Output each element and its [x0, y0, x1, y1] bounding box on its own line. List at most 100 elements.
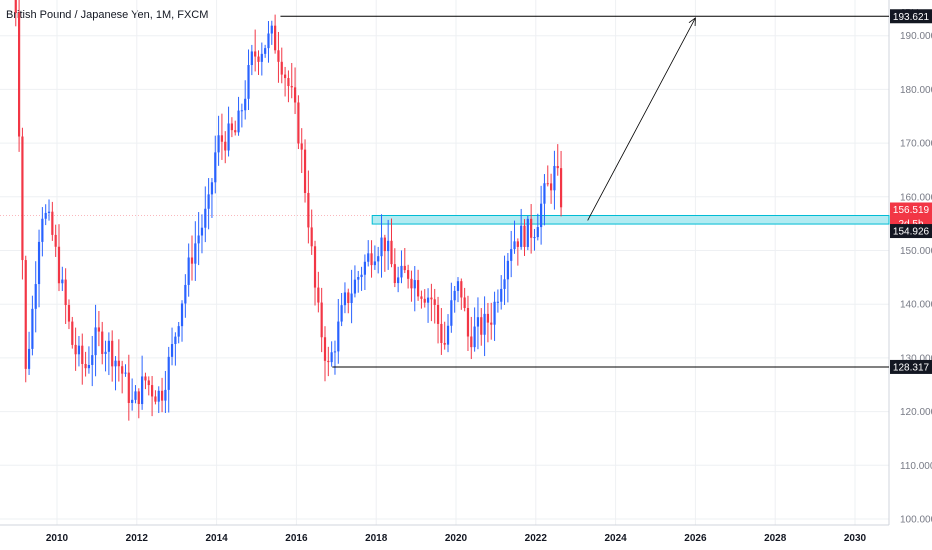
y-tick-label: 130.000: [900, 353, 932, 364]
candle-body: [426, 297, 430, 303]
candle-body: [343, 292, 347, 306]
candle-body: [194, 243, 197, 264]
current-price-tag: 156.519: [893, 205, 930, 216]
candle-body: [300, 143, 303, 150]
candle-body: [420, 296, 423, 299]
candle-body: [207, 194, 210, 209]
candle-body: [147, 380, 150, 386]
candle-body: [516, 241, 519, 247]
candle-body: [44, 212, 47, 219]
candle-body: [167, 356, 170, 390]
candle-body: [480, 317, 483, 335]
y-tick-label: 140.000: [900, 300, 932, 311]
candle-body: [303, 149, 307, 193]
candle-body: [121, 366, 124, 374]
candle-body: [47, 211, 51, 213]
candle-body: [144, 376, 147, 381]
candle-body: [493, 301, 496, 325]
x-tick-label: 2014: [205, 533, 228, 544]
candle-body: [14, 0, 17, 13]
candle-body: [197, 235, 200, 244]
candle-body: [330, 352, 333, 363]
candle-body: [154, 396, 157, 402]
candle-body: [267, 33, 270, 49]
projection-arrow: [587, 17, 696, 221]
candle-body: [280, 61, 283, 75]
candle-body: [274, 25, 277, 51]
candle-body: [237, 110, 240, 133]
candle-body: [187, 257, 190, 285]
candle-body: [283, 74, 287, 79]
level-price-tag-bg: [890, 9, 932, 24]
candle-body: [227, 123, 230, 151]
candle-body: [476, 317, 480, 327]
candle-body: [51, 211, 54, 235]
x-tick-label: 2024: [604, 533, 627, 544]
candle-body: [503, 279, 506, 289]
candle-body: [264, 48, 267, 54]
candle-body: [150, 385, 154, 397]
candle-body: [177, 326, 180, 337]
candle-body: [117, 360, 120, 367]
x-tick-label: 2010: [46, 533, 69, 544]
candle-body: [373, 261, 376, 266]
y-tick-label: 100.000: [900, 515, 932, 526]
candle-body: [240, 110, 243, 112]
zone-low-price-tag-bg: [890, 224, 932, 239]
candle-body: [17, 12, 21, 137]
candle-body: [257, 56, 260, 62]
candle-body: [57, 246, 61, 284]
candle-body: [164, 389, 167, 401]
candle-body: [157, 390, 160, 402]
current-price-tag-bg: [890, 202, 932, 217]
candle-body: [77, 345, 81, 355]
candle-body: [101, 331, 104, 354]
candle-body: [530, 218, 533, 238]
candle-body: [254, 51, 257, 57]
candle-body: [403, 265, 406, 271]
level-price-tag: 128.317: [893, 362, 930, 373]
candle-body: [104, 351, 107, 354]
candle-body: [380, 237, 383, 257]
y-tick-label: 170.000: [900, 139, 932, 150]
candle-body: [270, 25, 273, 34]
x-tick-label: 2018: [365, 533, 388, 544]
zone-low-price-tag: 154.926: [893, 227, 930, 238]
candle-body: [320, 302, 323, 338]
candle-body: [430, 297, 433, 300]
candle-body: [383, 237, 386, 252]
y-tick-label: 150.000: [900, 246, 932, 257]
x-tick-label: 2016: [285, 533, 308, 544]
y-tick-label: 180.000: [900, 85, 932, 96]
candle-body: [87, 364, 91, 369]
candle-body: [393, 264, 396, 284]
candle-body: [107, 340, 110, 352]
candle-body: [174, 336, 177, 345]
candle-body: [21, 136, 24, 261]
candle-body: [446, 325, 450, 345]
candle-body: [234, 130, 237, 133]
candle-body: [450, 300, 453, 326]
candle-body: [546, 183, 549, 185]
candle-body: [470, 336, 473, 348]
candle-body: [337, 321, 340, 352]
candle-body: [443, 342, 446, 345]
candle-body: [526, 218, 529, 247]
candle-body: [27, 348, 31, 369]
candle-body: [131, 399, 134, 403]
candle-body: [463, 297, 466, 309]
candle-body: [61, 279, 64, 284]
candle-body: [513, 241, 516, 250]
candle-body: [387, 240, 390, 252]
candle-body: [453, 290, 456, 301]
candle-body: [363, 261, 366, 275]
candle-body: [204, 208, 207, 228]
candle-body: [244, 98, 247, 111]
candle-body: [247, 65, 250, 99]
candle-body: [486, 313, 490, 323]
candle-body: [553, 165, 556, 191]
candle-body: [160, 390, 164, 401]
candle-body: [127, 372, 130, 403]
